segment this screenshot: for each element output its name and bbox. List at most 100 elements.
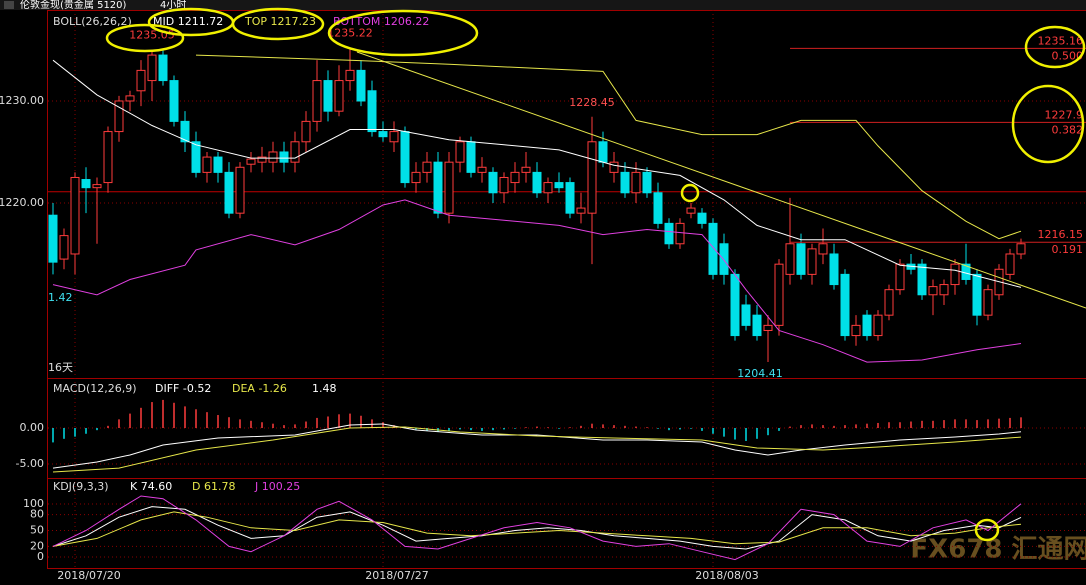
candle-body [873,314,883,337]
y-tick-label: 0 [37,550,44,563]
candle-body [719,243,729,275]
candle-body [576,207,586,214]
y-tick-label: 0.00 [20,421,45,434]
menu-icon[interactable] [4,1,14,9]
candle-body [642,171,652,194]
indicator-label: MACD(12,26,9) [53,382,137,395]
legend-entry: K 74.60 [130,480,172,493]
indicator-label: BOLL(26,26,2) [53,15,132,28]
y-tick-label: -5.00 [16,457,44,470]
candle-body [620,171,630,194]
highlight [680,183,700,203]
indicator-line [52,59,1022,288]
candle-body [433,161,443,214]
candle-body [829,253,839,286]
candle-body [345,69,355,82]
timeframe[interactable]: 4小时 [160,0,186,11]
candle-body [367,90,377,133]
candle-body [587,141,597,214]
candle-body [477,166,487,173]
candle-body [521,166,531,173]
legend-entry: DEA -1.26 [232,382,287,395]
candle-body [532,171,542,194]
indicator-line [52,426,1022,473]
plot: 1230.00 1220.00 2018/07/20 2018/07/27 2018/0… [0,10,1086,582]
candle-body [235,166,245,214]
candle-body [1005,253,1015,275]
candle-body [147,54,157,82]
fib-level-ratio: 0.191 [1052,243,1084,256]
candle-body [92,184,102,189]
candle-body [895,263,905,291]
y-tick-label: 20 [30,539,44,552]
candle-body [323,80,333,112]
y-tick-label: 1230.00 [0,94,44,107]
instrument-title: 伦敦金现(贵金属 5120) [20,0,127,11]
watermark: FX678 汇通网 [910,535,1086,565]
legend-entry: 1.48 [312,382,337,395]
fib-level-value: 1235.16 [1038,34,1084,47]
candle-body [807,248,817,275]
price-annotation: 1204.41 [737,367,783,380]
kdj-panel-frame [47,478,1086,569]
candle-body [158,54,168,82]
price-annotation: 1235.22 [327,27,373,40]
candle-body [950,263,960,286]
candle-body [510,171,520,184]
indicator-label: KDJ(9,3,3) [53,480,109,493]
candle-body [180,120,190,143]
candle-body [466,141,476,173]
candle-body [730,273,740,337]
candle-body [928,286,938,296]
candle-body [598,141,608,163]
candle-body [422,161,432,173]
price-annotation: 1228.45 [569,96,615,109]
candle-body [334,80,344,112]
candle-body [268,151,278,163]
y-tick-label: 1220.00 [0,196,44,209]
candle-body [59,235,69,260]
legend-entry: J 100.25 [254,480,300,493]
highlight [1011,84,1085,164]
candle-body [400,131,410,184]
candle-body [81,179,91,189]
panel-frames [47,10,1086,569]
price-annotation: 1235.05 [129,28,175,41]
fib-level-value: 1216.15 [1038,228,1084,241]
x-tick-label: 2018/07/20 [57,569,120,582]
candle-body [136,69,146,92]
candle-body [939,284,949,296]
indicator-line [52,506,1022,550]
candle-body [191,141,201,173]
highlight [105,23,185,53]
candle-body [917,263,927,296]
candle-body [103,131,113,184]
candle-body [763,324,773,331]
candle-body [114,100,124,133]
highlight [231,7,325,41]
highlight [327,9,479,57]
candle-body [488,171,498,194]
candle-body [774,263,784,326]
candle-body [686,207,696,214]
candle-body [202,156,212,173]
fib-level-value: 1227.9 [1045,108,1084,121]
candle-body [884,289,894,316]
legend-entry: DIFF -0.52 [155,382,211,395]
indicator-line [52,495,1022,561]
candle-body [851,324,861,337]
fib-level-ratio: 0.500 [1052,49,1084,62]
candle-body [785,243,795,275]
indicator-line [195,54,1022,240]
highlight-circles [105,7,1086,542]
candle-body [631,171,641,194]
candle-body [653,192,663,224]
candle-body [125,95,135,102]
candle-body [257,156,267,163]
candle-body [972,273,982,316]
x-tick-label: 2018/08/03 [695,569,758,582]
candle-body [169,80,179,122]
